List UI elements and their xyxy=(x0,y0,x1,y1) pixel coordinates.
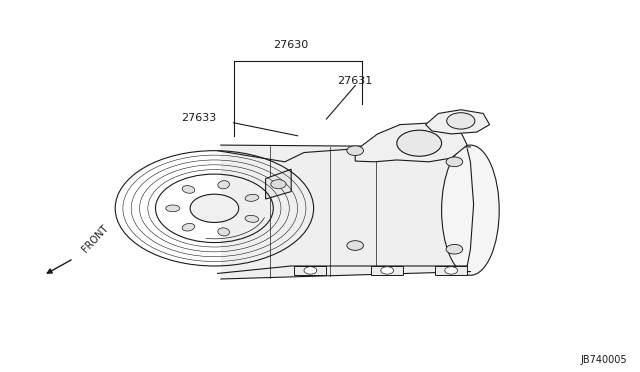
Text: 27630: 27630 xyxy=(273,40,309,50)
Circle shape xyxy=(446,244,463,254)
Circle shape xyxy=(304,267,317,274)
Ellipse shape xyxy=(182,224,195,231)
Ellipse shape xyxy=(442,145,499,275)
Circle shape xyxy=(347,146,364,155)
Polygon shape xyxy=(355,123,467,162)
Ellipse shape xyxy=(218,181,230,189)
Circle shape xyxy=(447,113,475,129)
Circle shape xyxy=(381,267,394,274)
Text: FRONT: FRONT xyxy=(80,224,110,255)
Circle shape xyxy=(190,194,239,222)
Polygon shape xyxy=(371,266,403,275)
Text: 27633: 27633 xyxy=(180,113,216,123)
Ellipse shape xyxy=(245,215,259,222)
Ellipse shape xyxy=(218,228,230,236)
Ellipse shape xyxy=(166,205,180,212)
Ellipse shape xyxy=(182,186,195,193)
Circle shape xyxy=(347,241,364,250)
Circle shape xyxy=(397,130,442,156)
Circle shape xyxy=(445,267,458,274)
Circle shape xyxy=(446,157,463,167)
Text: 27631: 27631 xyxy=(337,76,373,86)
Polygon shape xyxy=(294,266,326,275)
Polygon shape xyxy=(221,145,470,279)
Polygon shape xyxy=(435,266,467,275)
Text: JB740005: JB740005 xyxy=(580,355,627,365)
Circle shape xyxy=(271,180,286,189)
Polygon shape xyxy=(426,110,490,134)
Polygon shape xyxy=(266,169,291,199)
Ellipse shape xyxy=(245,194,259,201)
